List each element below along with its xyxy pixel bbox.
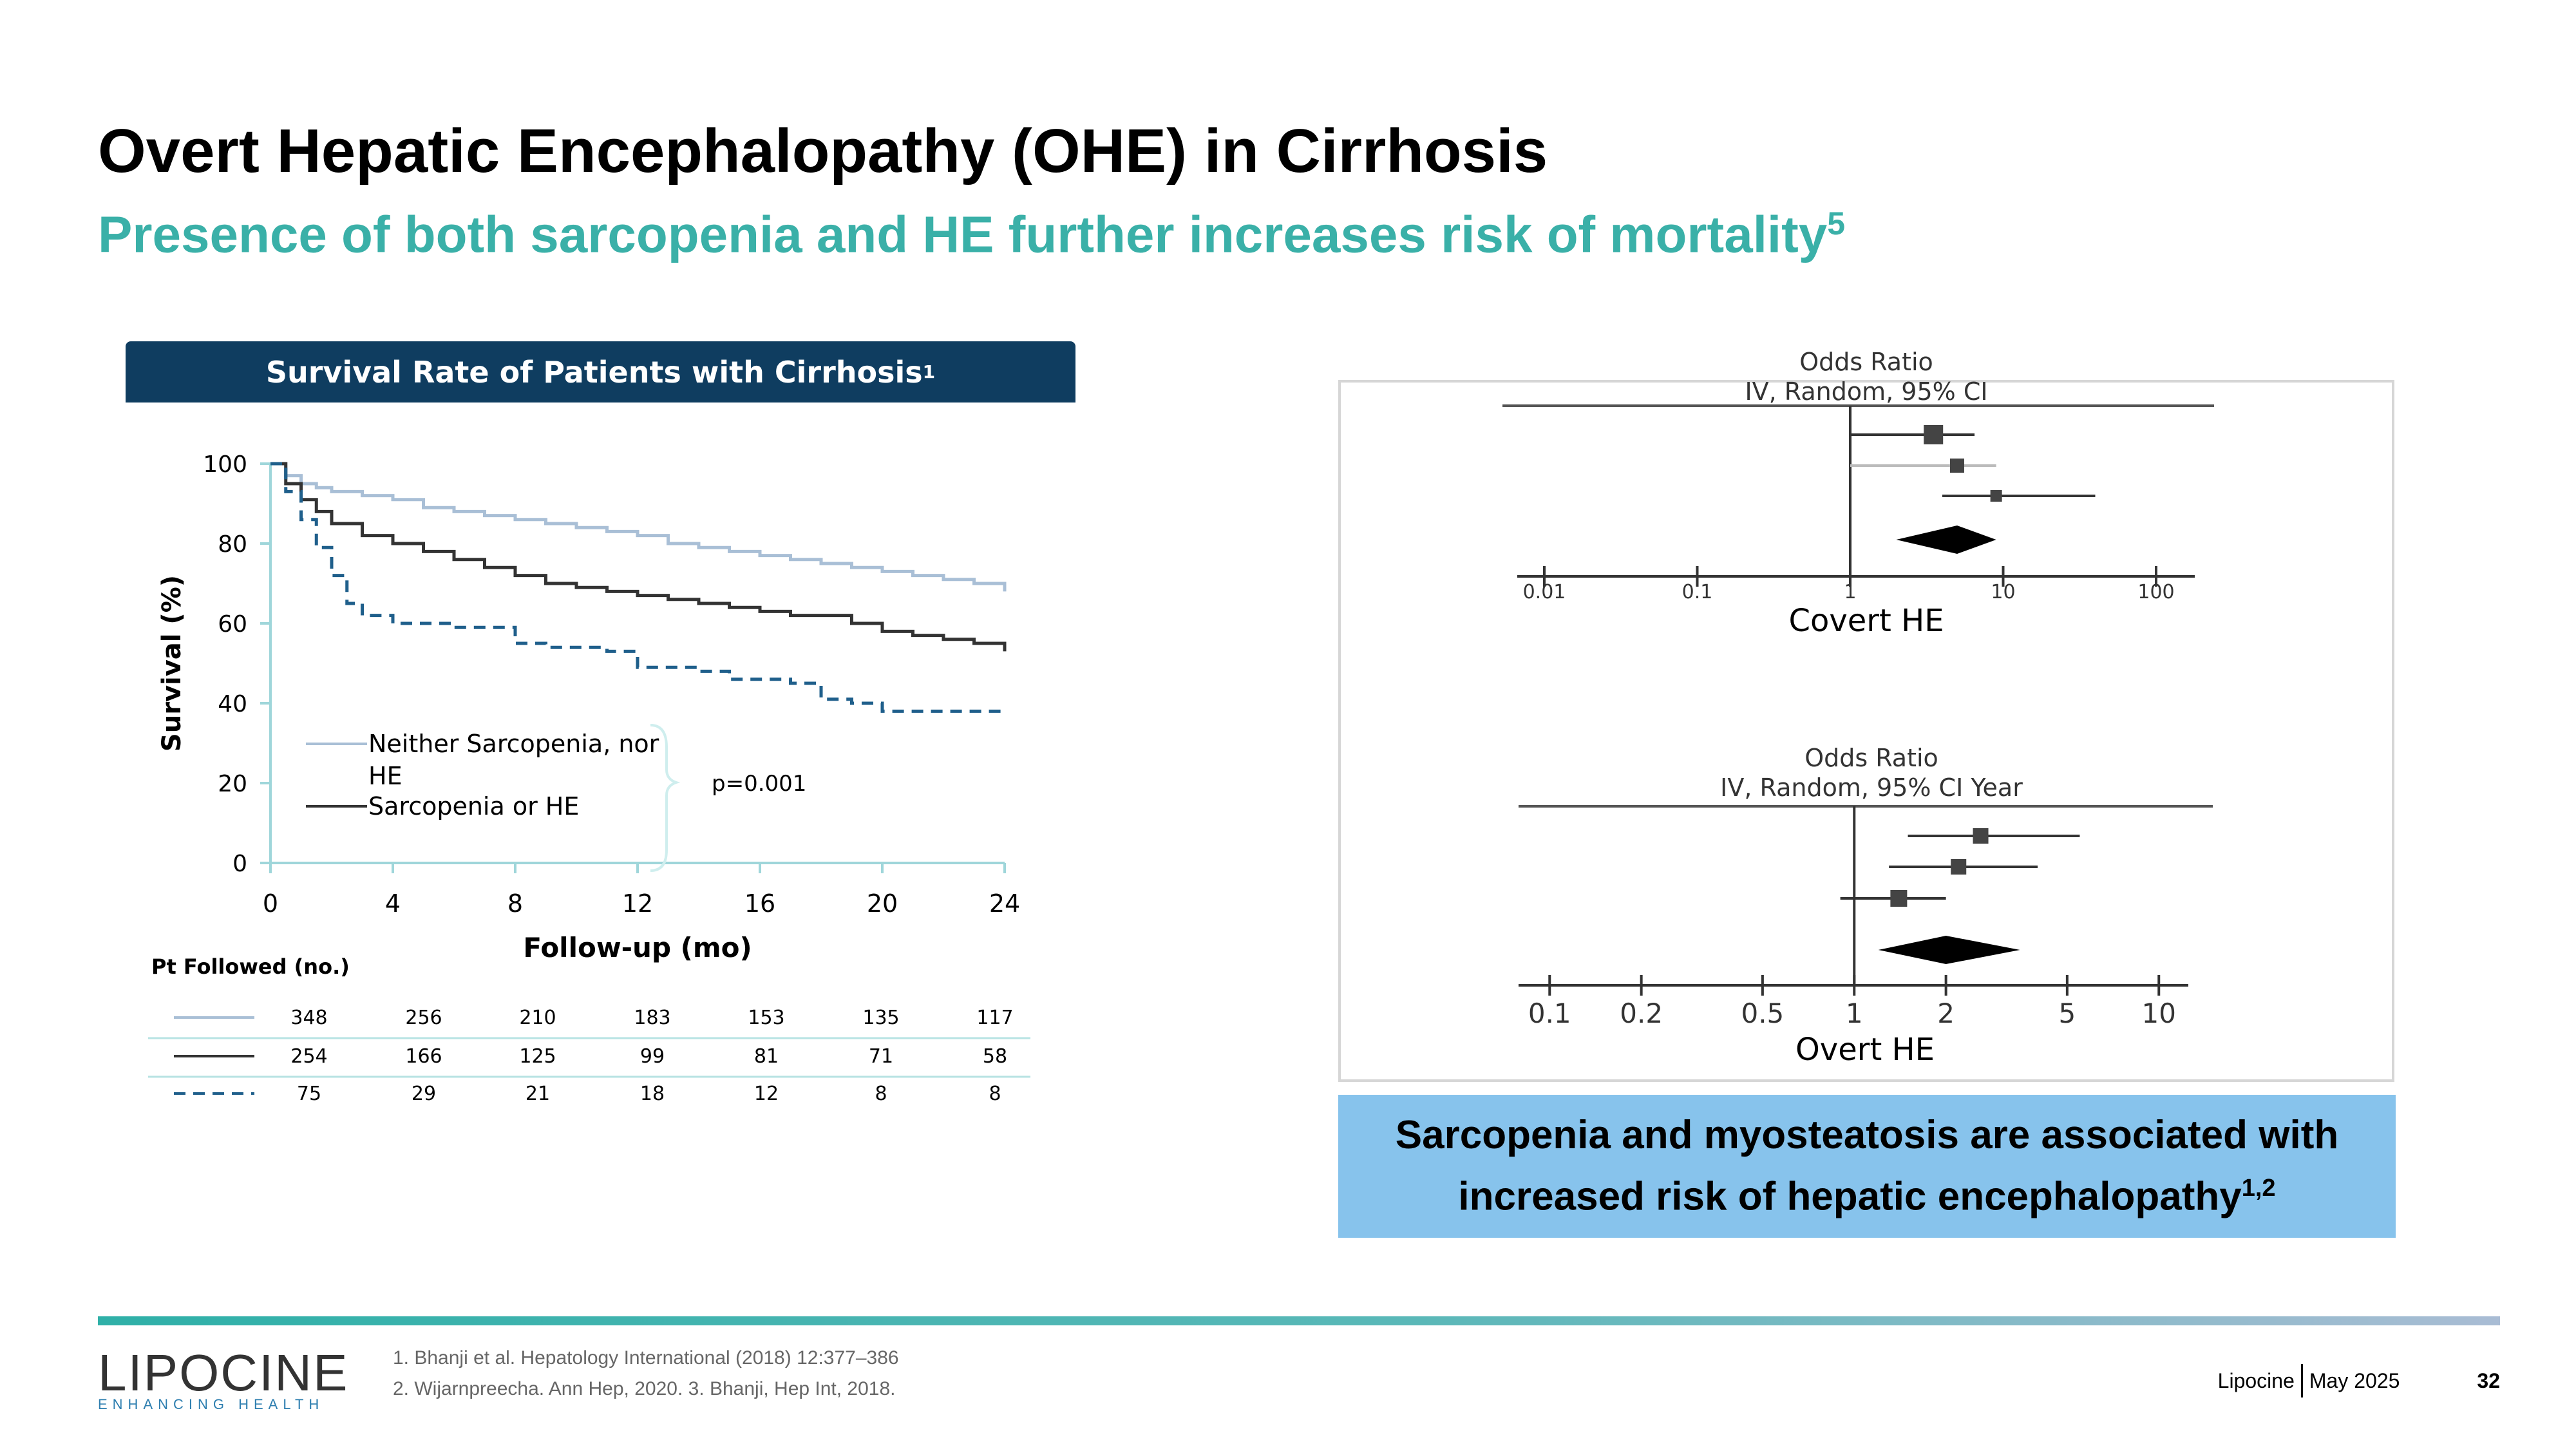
forest-caption: Covert HE	[1788, 603, 1944, 639]
page-number: 32	[2477, 1368, 2500, 1392]
callout-footnote: 1,2	[2241, 1175, 2276, 1202]
at-risk-cell: 21	[526, 1083, 550, 1105]
y-tick-label: 60	[218, 611, 247, 638]
company-tagline: ENHANCING HEALTH	[98, 1396, 325, 1412]
forest-point-estimate	[1951, 859, 1967, 875]
at-risk-cell: 254	[290, 1045, 327, 1068]
at-risk-cell: 135	[862, 1007, 899, 1029]
forest-tick-label: 0.5	[1741, 998, 1784, 1029]
survival-chart-footnote: 1	[922, 361, 936, 383]
at-risk-cell: 125	[519, 1045, 556, 1068]
y-tick-label: 20	[218, 771, 247, 797]
x-tick-label: 0	[263, 889, 278, 918]
at-risk-cell: 153	[748, 1007, 784, 1029]
at-risk-cell: 29	[412, 1083, 436, 1105]
forest-tick-label: 100	[2137, 581, 2174, 603]
forest-tick-label: 0.1	[1682, 581, 1713, 603]
forest-title: Odds Ratio	[1799, 348, 1933, 376]
forest-tick-label: 0.2	[1620, 998, 1663, 1029]
at-risk-cell: 256	[405, 1007, 442, 1029]
y-tick-label: 0	[232, 851, 247, 877]
callout-text: Sarcopenia and myosteatosis are associat…	[1396, 1109, 2338, 1224]
forest-tick-label: 10	[1991, 581, 2015, 603]
survival-curve-2	[270, 462, 1007, 652]
callout-line1: Sarcopenia and myosteatosis are associat…	[1395, 1113, 2339, 1158]
subtitle-footnote: 5	[1827, 205, 1846, 242]
forest-plots-panel	[1338, 380, 2394, 1082]
at-risk-cell: 183	[634, 1007, 670, 1029]
forest-title: Odds Ratio	[1804, 744, 1938, 772]
forest-tick-label: 10	[2142, 998, 2176, 1029]
x-tick-label: 12	[622, 889, 653, 918]
forest-tick-label: 0.01	[1523, 581, 1566, 603]
reference-1: 1. Bhanji et al. Hepatology Internationa…	[393, 1347, 899, 1368]
y-tick-label: 80	[218, 531, 247, 558]
forest-tick-label: 2	[1937, 998, 1955, 1029]
legend-label-2: Sarcopenia or HE	[368, 792, 579, 820]
forest-caption: Overt HE	[1795, 1032, 1935, 1068]
forest-tick-label: 1	[1846, 998, 1863, 1029]
at-risk-cell: 18	[640, 1083, 665, 1105]
footer-info: Lipocine May 2025 32	[2218, 1364, 2500, 1397]
forest-tick-label: 1	[1844, 581, 1856, 603]
forest-tick-label: 5	[2059, 998, 2076, 1029]
at-risk-cell: 58	[983, 1045, 1007, 1068]
forest-point-estimate	[1890, 890, 1908, 907]
forest-point-estimate	[1990, 490, 2002, 502]
forest-tick-label: 0.1	[1528, 998, 1571, 1029]
forest-point-estimate	[1950, 459, 1965, 473]
forest-pooled-diamond	[1878, 936, 2020, 964]
at-risk-cell: 99	[640, 1045, 665, 1068]
at-risk-cell: 81	[754, 1045, 779, 1068]
footer-separator	[2300, 1364, 2303, 1397]
x-tick-label: 16	[744, 889, 775, 918]
at-risk-cell: 166	[405, 1045, 442, 1068]
survival-chart: 0 20 40 60 80 100 0 4 8 12 16 20 24 Survival (%) Follo…	[148, 451, 1030, 1105]
x-axis-title: Follow-up (mo)	[523, 932, 752, 963]
footer-date: May 2025	[2309, 1368, 2400, 1392]
forest-pooled-diamond	[1896, 526, 1996, 554]
forest-subtitle: IV, Random, 95% CI	[1745, 377, 1987, 406]
key-finding-callout: Sarcopenia and myosteatosis are associat…	[1338, 1095, 2396, 1238]
p-value-annotation: p=0.001	[712, 771, 806, 797]
at-risk-cell: 8	[875, 1083, 887, 1105]
y-tick-label: 100	[203, 451, 247, 478]
x-tick-label: 20	[867, 889, 898, 918]
footer-divider	[98, 1316, 2500, 1325]
y-axis-title: Survival (%)	[157, 575, 187, 752]
legend-brace	[650, 724, 681, 872]
x-tick-label: 8	[507, 889, 523, 918]
legend-label-1a: Neither Sarcopenia, nor	[368, 730, 659, 758]
at-risk-cell: 71	[869, 1045, 893, 1068]
forest-subtitle: IV, Random, 95% CI Year	[1720, 773, 2023, 802]
at-risk-cell: 210	[519, 1007, 556, 1029]
at-risk-label: Pt Followed (no.)	[151, 954, 350, 979]
legend-label-1b: HE	[368, 762, 402, 790]
survival-chart-header: Survival Rate of Patients with Cirrhosis…	[126, 341, 1075, 402]
company-logo: LIPOCINE	[98, 1344, 349, 1401]
forest-point-estimate	[1924, 425, 1944, 444]
at-risk-cell: 75	[297, 1083, 321, 1105]
at-risk-cell: 348	[290, 1007, 327, 1029]
survival-curve-1	[270, 462, 1007, 592]
survival-chart-title: Survival Rate of Patients with Cirrhosis	[265, 354, 923, 390]
at-risk-cell: 117	[976, 1007, 1013, 1029]
y-tick-label: 40	[218, 691, 247, 717]
survival-curve-3	[270, 462, 1005, 713]
x-tick-label: 24	[989, 889, 1020, 918]
footer-company: Lipocine	[2217, 1368, 2295, 1392]
x-tick-label: 4	[385, 889, 401, 918]
page-subtitle: Presence of both sarcopenia and HE furth…	[98, 205, 1845, 265]
forest-point-estimate	[1973, 828, 1989, 844]
at-risk-cell: 8	[989, 1083, 1001, 1105]
callout-line2: increased risk of hepatic encephalopathy	[1458, 1174, 2242, 1219]
subtitle-text: Presence of both sarcopenia and HE furth…	[98, 205, 1828, 263]
page-title: Overt Hepatic Encephalopathy (OHE) in Ci…	[98, 117, 1548, 185]
at-risk-cell: 12	[754, 1083, 779, 1105]
reference-2: 2. Wijarnpreecha. Ann Hep, 2020. 3. Bhan…	[393, 1378, 896, 1399]
